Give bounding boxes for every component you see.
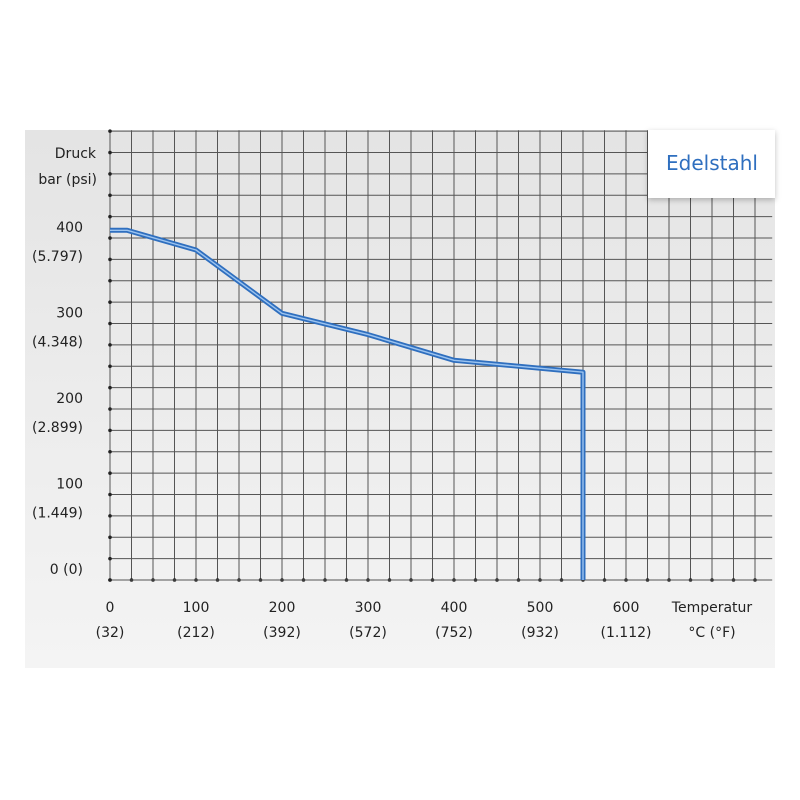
tick-mark: [108, 321, 112, 326]
x-tick-label: 200: [269, 600, 296, 616]
panel: [25, 130, 775, 668]
y-tick-label: 400: [56, 220, 83, 236]
x-tick-label-f: (572): [349, 625, 387, 641]
y-tick-label: 300: [56, 306, 83, 322]
tick-mark: [108, 535, 112, 540]
tick-mark: [108, 556, 112, 561]
x-tick-label: 300: [355, 600, 382, 616]
x-tick-label: 400: [441, 600, 468, 616]
x-tick-label-f: (752): [435, 625, 473, 641]
legend-label: Edelstahl: [666, 151, 758, 175]
y-tick-label: 100: [56, 477, 83, 493]
y-axis-title: Druck: [55, 146, 97, 162]
x-axis-title: °C (°F): [688, 625, 735, 641]
x-tick-label-f: (932): [521, 625, 559, 641]
tick-mark: [108, 385, 112, 390]
tick-mark: [108, 172, 112, 176]
tick-mark: [108, 364, 112, 369]
labels: 0 (0) 100 200 300 400 (1.449) (2.899) (4.348) (5…: [32, 130, 775, 641]
y-tick-label: 200: [56, 391, 83, 407]
tick-mark: [108, 214, 112, 219]
y-axis-title: bar (psi): [38, 172, 97, 188]
tick-mark: [108, 471, 112, 475]
tick-mark: [108, 236, 112, 240]
tick-mark: [108, 193, 112, 198]
tick-mark: [108, 492, 112, 497]
y-tick-label-psi: (4.348): [32, 335, 83, 351]
y-tick-label-psi: (5.797): [32, 249, 83, 265]
x-tick-label-f: (392): [263, 625, 301, 641]
tick-mark: [108, 428, 112, 433]
tick-mark: [108, 150, 112, 155]
tick-mark: [108, 578, 112, 582]
x-tick-label: 100: [183, 600, 210, 616]
tick-mark: [108, 129, 112, 133]
x-tick-label: 500: [527, 600, 554, 616]
tick-mark: [108, 257, 112, 262]
tick-mark: [108, 514, 112, 518]
marks: [110, 227, 586, 580]
series-line-highlight: [110, 229, 584, 580]
x-tick-label-f: (1.112): [600, 625, 651, 641]
tick-mark: [108, 343, 112, 347]
y-tick-label-psi: (2.899): [32, 420, 83, 436]
tick-mark: [108, 278, 112, 283]
y-tick-label: 0 (0): [50, 562, 83, 578]
tick-mark: [108, 300, 112, 304]
x-tick-label: 0: [106, 600, 115, 616]
x-axis-title: Temperatur: [671, 600, 753, 616]
x-tick-label-f: (212): [177, 625, 215, 641]
tick-mark: [108, 407, 112, 411]
legend-box: [648, 130, 775, 198]
x-tick-label: 600: [613, 600, 640, 616]
y-tick-label-psi: (1.449): [32, 506, 83, 522]
x-tick-label-f: (32): [96, 625, 125, 641]
tick-mark: [108, 449, 112, 454]
